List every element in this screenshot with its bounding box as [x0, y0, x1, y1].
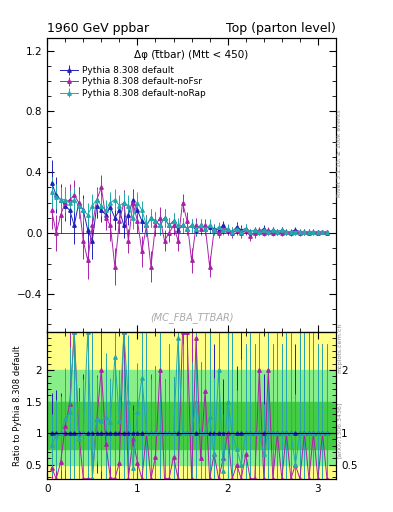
- Bar: [47, 332, 336, 479]
- Text: (MC_FBA_TTBAR): (MC_FBA_TTBAR): [150, 312, 233, 323]
- Text: mcplots.cern.ch: mcplots.cern.ch: [337, 323, 342, 373]
- Text: Δφ (t̅tbar) (Mtt < 450): Δφ (t̅tbar) (Mtt < 450): [134, 50, 249, 60]
- Bar: [47, 401, 336, 449]
- Text: 1960 GeV ppbar: 1960 GeV ppbar: [47, 22, 149, 35]
- Bar: [47, 370, 336, 465]
- Text: [arXiv:1306.3436]: [arXiv:1306.3436]: [337, 402, 342, 458]
- Text: Rivet 3.1.10, ≥ 100k events: Rivet 3.1.10, ≥ 100k events: [337, 110, 342, 198]
- Legend: Pythia 8.308 default, Pythia 8.308 default-noFsr, Pythia 8.308 default-noRap: Pythia 8.308 default, Pythia 8.308 defau…: [57, 62, 209, 101]
- Text: Top (parton level): Top (parton level): [226, 22, 336, 35]
- Y-axis label: Ratio to Pythia 8.308 default: Ratio to Pythia 8.308 default: [13, 345, 22, 465]
